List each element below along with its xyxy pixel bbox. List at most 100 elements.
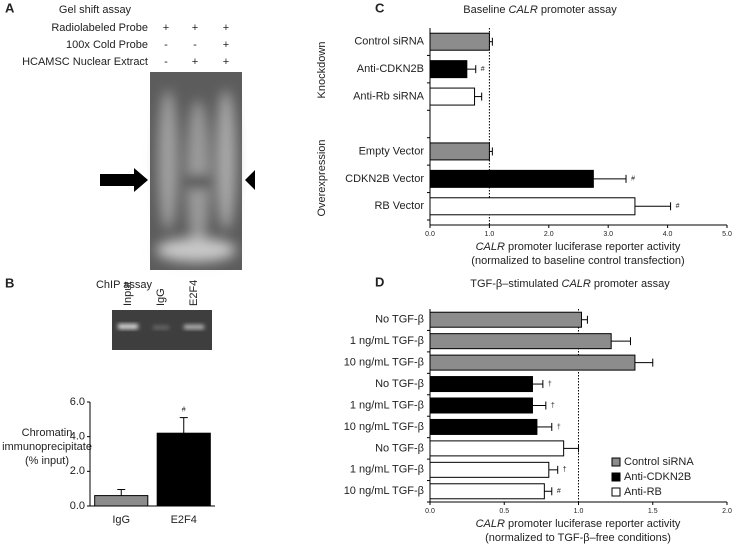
x-tick-label: IgG <box>112 514 130 526</box>
text-part: promoter assay <box>538 4 617 16</box>
significance-mark: # <box>676 203 680 210</box>
legend-label: Anti-RB <box>624 486 662 498</box>
x-tick-label: 1.0 <box>485 231 495 238</box>
text-part-italic: CALR <box>476 241 505 253</box>
category-label: Control siRNA <box>354 36 424 48</box>
y-tick-label: 2.0 <box>70 465 85 477</box>
text-part-italic: CALR <box>509 4 538 16</box>
x-tick-label: 5.0 <box>722 231 732 238</box>
category-label: 1 ng/mL TGF-β <box>350 335 424 347</box>
x-tick-label: 3.0 <box>603 231 613 238</box>
significance-mark: † <box>563 467 567 474</box>
category-label: RB Vector <box>374 200 424 212</box>
significance-mark: † <box>551 402 555 409</box>
text-part: Baseline <box>463 4 508 16</box>
gel-smear <box>156 90 236 262</box>
bar <box>429 87 476 106</box>
text-part: promoter luciferase reporter activity <box>505 241 681 253</box>
bar <box>429 440 565 457</box>
bar <box>429 354 636 371</box>
x-tick-label: 1.0 <box>574 508 584 515</box>
bar <box>429 311 582 328</box>
category-label: 1 ng/mL TGF-β <box>350 399 424 411</box>
category-label: 10 ng/mL TGF-β <box>344 357 424 369</box>
text-part: promoter luciferase reporter activity <box>505 518 681 530</box>
row-label: 100x Cold Probe <box>66 39 148 51</box>
lane-label: Input <box>122 282 134 306</box>
text-part-italic: CALR <box>562 278 591 290</box>
legend-swatch <box>611 487 621 497</box>
arrowhead <box>245 170 255 190</box>
bar <box>94 495 149 507</box>
row-label: HCAMSC Nuclear Extract <box>22 56 148 68</box>
lane-symbol: + <box>223 22 229 34</box>
text-part: (normalized to baseline control transfec… <box>471 255 684 267</box>
y-axis-label: Chromatin <box>22 427 73 439</box>
chip-gel <box>112 310 212 350</box>
category-label: Empty Vector <box>359 145 425 157</box>
panel-title: Baseline CALR promoter assay <box>463 4 617 16</box>
category-label: No TGF-β <box>375 314 424 326</box>
bar <box>429 197 636 216</box>
text-part-italic: CALR <box>476 518 505 530</box>
panel-label: C <box>375 0 385 15</box>
content: A Gel shift assay Radiolabeled Probe + + +100… <box>2 0 732 543</box>
x-tick-label: 1.5 <box>648 508 658 515</box>
bar <box>429 376 533 393</box>
y-axis-label: immunoprecipitate <box>2 441 92 453</box>
panel-label: D <box>375 274 384 289</box>
x-tick-label: 0.0 <box>425 231 435 238</box>
lane-symbol: + <box>192 56 198 68</box>
text-part: promoter assay <box>591 278 670 290</box>
bar <box>429 333 612 350</box>
category-label: 1 ng/mL TGF-β <box>350 464 424 476</box>
x-tick-label: E2F4 <box>171 514 197 526</box>
bar <box>429 461 550 478</box>
x-axis-label: (normalized to TGF-β–free conditions) <box>485 532 671 544</box>
lane-symbol: - <box>164 56 168 68</box>
lane-label: IgG <box>155 288 167 306</box>
chip-bands <box>118 324 204 329</box>
panel-title: ChIP assay <box>96 279 153 291</box>
x-tick-label: 0.0 <box>425 508 435 515</box>
x-tick-label: 2.0 <box>722 508 732 515</box>
category-label: Anti-CDKN2B <box>357 63 424 75</box>
legend-label: Anti-CDKN2B <box>624 471 691 483</box>
lane-symbol: + <box>223 56 229 68</box>
x-axis-label: (normalized to baseline control transfec… <box>471 255 684 267</box>
lane-symbol: + <box>163 22 169 34</box>
panel-label: A <box>5 0 15 15</box>
category-label: 10 ng/mL TGF-β <box>344 485 424 497</box>
x-axis-label: CALR promoter luciferase reporter activi… <box>476 241 681 253</box>
bar <box>156 432 211 507</box>
panel-title: TGF-β–stimulated CALR promoter assay <box>470 278 670 290</box>
y-tick-label: 4.0 <box>70 431 85 443</box>
bar <box>429 397 533 414</box>
bar <box>429 32 490 51</box>
significance-mark: † <box>557 424 561 431</box>
significance-mark: # <box>631 176 635 183</box>
significance-mark: # <box>481 66 485 73</box>
significance-mark: † <box>548 381 552 388</box>
category-label: 10 ng/mL TGF-β <box>344 421 424 433</box>
group-label: Knockdown <box>316 42 328 99</box>
lane-symbol: - <box>164 39 168 51</box>
y-tick-label: 6.0 <box>70 396 85 408</box>
significance-mark: # <box>557 488 561 495</box>
legend-swatch <box>611 457 621 467</box>
category-label: CDKN2B Vector <box>345 173 424 185</box>
x-tick-label: 2.0 <box>544 231 554 238</box>
panel-title: Gel shift assay <box>59 4 132 16</box>
bar <box>429 483 545 500</box>
x-tick-label: 4.0 <box>663 231 673 238</box>
bar <box>429 142 490 161</box>
group-label: Overexpression <box>316 139 328 216</box>
panel-label: B <box>5 275 14 290</box>
text-part: TGF-β–stimulated <box>470 278 561 290</box>
significance-mark: # <box>182 406 186 413</box>
lane-symbol: + <box>192 22 198 34</box>
bar <box>429 418 538 435</box>
lane-label: E2F4 <box>188 280 200 306</box>
category-label: No TGF-β <box>375 442 424 454</box>
arrow <box>100 168 148 192</box>
